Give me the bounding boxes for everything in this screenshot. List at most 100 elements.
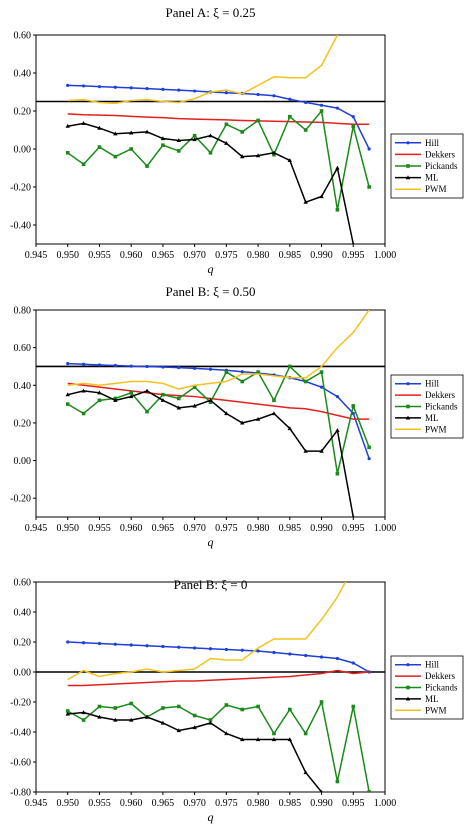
x-tick-label: 0.995 (342, 250, 365, 261)
data-point-ml (97, 125, 102, 130)
data-point-hill (335, 106, 340, 110)
data-point-ml (65, 392, 70, 397)
y-tick-label: 0.20 (14, 107, 32, 118)
y-tick-label: 0.60 (14, 343, 32, 354)
x-tick-label: 0.965 (152, 250, 175, 261)
data-point-hill (97, 641, 102, 646)
data-point-ml (320, 789, 323, 792)
plot-frame (35, 309, 386, 518)
x-axis-label: q (208, 262, 214, 276)
data-point-ml (192, 725, 197, 730)
x-tick-label: 0.965 (152, 798, 175, 809)
x-tick-label: 0.990 (310, 798, 333, 809)
data-point-pickands (367, 185, 371, 189)
data-point-pickands (335, 471, 340, 476)
x-tick-label: 0.980 (247, 523, 270, 534)
y-tick-label: -0.20 (10, 698, 31, 709)
panel-2: Panel B: ξ = 0.50 0.80 0.60 0.40 0.20 0.00 -0.… (10, 284, 464, 549)
legend-label: ML (425, 413, 439, 423)
data-point-hill (66, 362, 70, 366)
data-point-pickands (367, 790, 371, 792)
legend-label: PWM (425, 184, 447, 194)
data-point-pickands (65, 402, 70, 406)
data-point-hill (367, 147, 371, 151)
data-point-hill (66, 640, 70, 644)
legend-label: Hill (425, 660, 440, 670)
data-point-hill (81, 641, 86, 645)
data-point-ml (240, 737, 245, 742)
data-point-pickands (208, 151, 213, 155)
data-point-hill (193, 366, 197, 370)
data-point-hill (193, 646, 197, 650)
legend-marker (405, 415, 411, 420)
data-point-ml (255, 737, 261, 742)
data-point-hill (304, 100, 308, 105)
legend-label: ML (425, 173, 439, 183)
data-point-hill (97, 85, 102, 89)
y-tick-label: 0.40 (14, 69, 32, 80)
data-point-ml (113, 398, 118, 402)
y-tick-label: -0.40 (10, 728, 31, 739)
data-point-pickands (224, 703, 229, 707)
data-point-hill (224, 647, 228, 652)
x-tick-label: 0.970 (183, 523, 206, 534)
series-line-pickands (67, 365, 370, 474)
data-point-ml (176, 728, 181, 733)
data-point-ml (287, 158, 293, 162)
legend-marker (406, 141, 410, 145)
x-tick-label: 0.975 (215, 523, 238, 534)
data-point-pickands (176, 396, 181, 401)
legend-label: Hill (425, 138, 440, 148)
x-tick-label: 0.945 (25, 250, 48, 261)
x-tick-label: 1.000 (374, 523, 397, 534)
data-point-hill (113, 363, 117, 368)
data-point-hill (351, 115, 355, 119)
data-point-pickands (303, 731, 308, 736)
data-point-hill (304, 653, 308, 658)
x-tick-label: 0.990 (310, 523, 333, 534)
data-point-ml (319, 194, 324, 199)
data-point-hill (161, 644, 165, 649)
legend-label: Dekkers (425, 390, 455, 400)
series-line-ml (67, 122, 355, 244)
legend-marker (405, 175, 411, 180)
data-point-hill (335, 394, 340, 399)
data-point-hill (335, 656, 340, 661)
x-tick-label: 0.945 (25, 798, 48, 809)
data-point-pickands (81, 411, 86, 416)
data-point-hill (288, 652, 292, 656)
data-point-pickands (81, 162, 86, 166)
data-point-pickands (65, 709, 70, 713)
data-point-ml (303, 448, 308, 453)
data-point-ml (351, 514, 355, 517)
data-point-ml (224, 731, 229, 736)
data-point-ml (208, 720, 213, 725)
data-point-pickands (97, 398, 102, 403)
data-point-pickands (272, 152, 276, 157)
x-tick-label: 0.975 (215, 798, 238, 809)
panel-3: Panel B: ξ = 0 0.60 0.40 0.20 0.00 -0.20 -0.40… (10, 577, 464, 824)
x-tick-label: 0.970 (183, 250, 206, 261)
data-point-ml (128, 717, 134, 722)
panel-1: Panel A: ξ = 0.25 0.60 0.40 0.20 0.00 -0.20 -0… (10, 5, 464, 276)
legend-marker (406, 685, 410, 690)
data-point-pickands (65, 151, 70, 155)
data-point-hill (319, 385, 324, 389)
data-point-hill (129, 86, 133, 90)
x-tick-label: 0.955 (88, 798, 111, 809)
legend-label: Dekkers (425, 671, 455, 681)
data-point-ml (335, 165, 340, 170)
x-tick-label: 0.990 (310, 250, 333, 261)
x-tick-label: 0.950 (56, 523, 79, 534)
data-point-pickands (161, 706, 165, 710)
series-line-hill (67, 84, 370, 150)
data-point-pickands (161, 392, 165, 397)
data-point-hill (129, 364, 133, 368)
data-point-pickands (351, 404, 356, 408)
x-tick-label: 0.985 (279, 523, 302, 534)
data-point-pickands (256, 370, 260, 374)
data-point-ml (255, 416, 261, 421)
y-tick-label: -0.60 (10, 758, 31, 769)
y-tick-label: 0.00 (14, 668, 32, 679)
